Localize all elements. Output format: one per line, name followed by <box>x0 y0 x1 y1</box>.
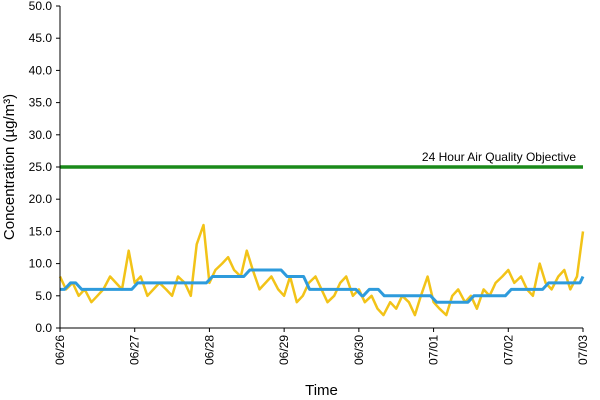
y-tick-label: 5.0 <box>35 289 52 303</box>
air-quality-objective-label: 24 Hour Air Quality Objective <box>422 150 576 164</box>
x-tick-label: 06/26 <box>53 335 67 365</box>
series-line-1 <box>58 223 585 317</box>
y-tick-label: 30.0 <box>29 128 53 142</box>
x-tick-label: 06/28 <box>202 335 216 365</box>
x-tick-label: 06/29 <box>277 335 291 365</box>
y-axis-title: Concentration (µg/m³) <box>1 94 18 240</box>
x-tick-label: 07/02 <box>501 335 515 365</box>
y-tick-label: 20.0 <box>29 192 53 206</box>
y-axis-ticks: 0.0 5.0 10.0 15.0 20.0 25.0 30.0 35.0 40.0 45.0 50… <box>29 0 60 335</box>
x-tick-label: 06/30 <box>352 335 366 365</box>
y-tick-label: 40.0 <box>29 63 53 77</box>
y-tick-label: 0.0 <box>35 321 52 335</box>
series-line-2 <box>60 268 585 304</box>
y-tick-label: 50.0 <box>29 0 53 13</box>
y-tick-label: 25.0 <box>29 160 53 174</box>
x-tick-label: 07/01 <box>427 335 441 365</box>
x-tick-label: 07/03 <box>576 335 590 365</box>
y-tick-label: 35.0 <box>29 96 53 110</box>
series-layer <box>58 223 585 317</box>
x-axis-ticks: 06/26 06/27 06/28 06/29 06/30 07/01 07/02 07/03 <box>53 328 590 365</box>
x-tick-label: 06/27 <box>128 335 142 365</box>
x-axis-title: Time <box>305 382 338 399</box>
y-tick-label: 45.0 <box>29 31 53 45</box>
y-tick-label: 15.0 <box>29 224 53 238</box>
y-tick-label: 10.0 <box>29 257 53 271</box>
